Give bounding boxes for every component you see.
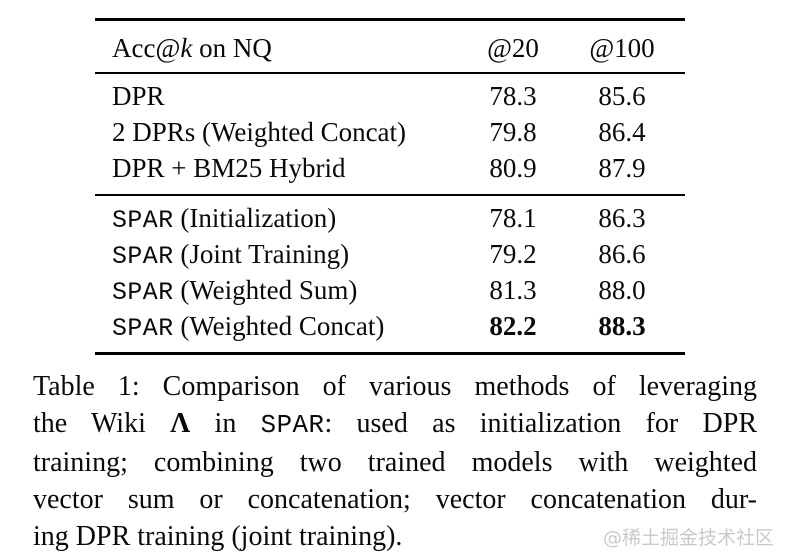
- caption-text: : used as initialization for DPR: [324, 408, 758, 439]
- caption-line: the Wiki Λ in SPAR: used as initializati…: [33, 405, 757, 444]
- table-row: DPR + BM25 Hybrid 80.9 87.9: [95, 152, 685, 188]
- acc-at20-value: 78.3: [489, 81, 537, 111]
- header-title-k: k: [180, 33, 193, 63]
- header-rule: [95, 72, 685, 74]
- method-label-mono: SPAR: [112, 279, 174, 307]
- method-label-text: 2 DPRs (Weighted Concat): [112, 117, 407, 147]
- method-label-text: (Joint Training): [173, 239, 350, 269]
- table-header: Acc@k on NQ @20 @100: [95, 21, 685, 72]
- mid-rule: [95, 194, 685, 196]
- header-row: Acc@k on NQ @20 @100: [95, 33, 685, 63]
- method-label-mono: SPAR: [112, 243, 174, 271]
- acc-at100-value: 87.9: [598, 153, 646, 183]
- method-label-text: DPR + BM25 Hybrid: [112, 153, 346, 183]
- baseline-methods-group: DPR 78.3 85.6 2 DPRs (Weighted Concat) 7…: [95, 74, 685, 194]
- results-table: Acc@k on NQ @20 @100 DPR 78.3 85.6 2 DPR…: [95, 18, 685, 355]
- table-row-best: SPAR (Weighted Concat) 82.2 88.3: [95, 310, 685, 346]
- acc-at100-value: 88.0: [598, 275, 646, 305]
- method-label-mono: SPAR: [112, 315, 174, 343]
- acc-at20-value: 78.1: [489, 203, 537, 233]
- method-label: SPAR (Weighted Concat): [112, 310, 463, 346]
- method-label-mono: SPAR: [112, 207, 174, 235]
- lambda-symbol: Λ: [170, 408, 191, 439]
- acc-at100-value: 86.6: [598, 239, 646, 269]
- caption-text: in: [190, 408, 261, 439]
- acc-at20-value: 80.9: [489, 153, 537, 183]
- method-label: DPR: [112, 80, 463, 116]
- acc-at20-value-best: 82.2: [489, 311, 537, 341]
- caption-text: the Wiki: [33, 408, 171, 439]
- method-label-text: DPR: [112, 81, 165, 111]
- caption-line: ing DPR training (joint training).: [33, 521, 403, 552]
- table-bottom-rule: [95, 352, 685, 355]
- table-row: SPAR (Initialization) 78.1 86.3: [95, 202, 685, 238]
- method-label-text: (Initialization): [173, 203, 337, 233]
- header-title-prefix: Acc@: [112, 33, 181, 63]
- table-row: SPAR (Joint Training) 79.2 86.6: [95, 238, 685, 274]
- method-label: SPAR (Joint Training): [112, 238, 463, 274]
- caption-line: vector sum or concatenation; vector conc…: [33, 484, 757, 515]
- column-header-at20: @20: [487, 33, 539, 63]
- column-header-at100: @100: [589, 33, 655, 63]
- acc-at20-value: 79.8: [489, 117, 537, 147]
- table-caption: Table 1: Comparison of various methods o…: [33, 368, 757, 555]
- acc-at100-value: 86.4: [598, 117, 646, 147]
- table-top-rule: [95, 18, 685, 21]
- method-label: DPR + BM25 Hybrid: [112, 152, 463, 188]
- acc-at20-value: 79.2: [489, 239, 537, 269]
- acc-at100-value: 86.3: [598, 203, 646, 233]
- caption-line: Table 1: Comparison of various methods o…: [33, 371, 757, 402]
- spar-name: SPAR: [260, 411, 325, 440]
- table-row: 2 DPRs (Weighted Concat) 79.8 86.4: [95, 116, 685, 152]
- method-label-text: (Weighted Concat): [173, 311, 385, 341]
- header-title-suffix: on NQ: [192, 33, 272, 63]
- header-title: Acc@k on NQ: [112, 33, 463, 63]
- table-row: SPAR (Weighted Sum) 81.3 88.0: [95, 274, 685, 310]
- caption-line: training; combining two trained models w…: [33, 447, 757, 478]
- spar-methods-group: SPAR (Initialization) 78.1 86.3 SPAR (Jo…: [95, 196, 685, 352]
- watermark-text: @稀土掘金技术社区: [602, 527, 774, 549]
- method-label: SPAR (Initialization): [112, 202, 463, 238]
- method-label-text: (Weighted Sum): [173, 275, 358, 305]
- acc-at100-value: 85.6: [598, 81, 646, 111]
- method-label: SPAR (Weighted Sum): [112, 274, 463, 310]
- method-label: 2 DPRs (Weighted Concat): [112, 116, 463, 152]
- table-row: DPR 78.3 85.6: [95, 80, 685, 116]
- acc-at100-value-best: 88.3: [598, 311, 646, 341]
- acc-at20-value: 81.3: [489, 275, 537, 305]
